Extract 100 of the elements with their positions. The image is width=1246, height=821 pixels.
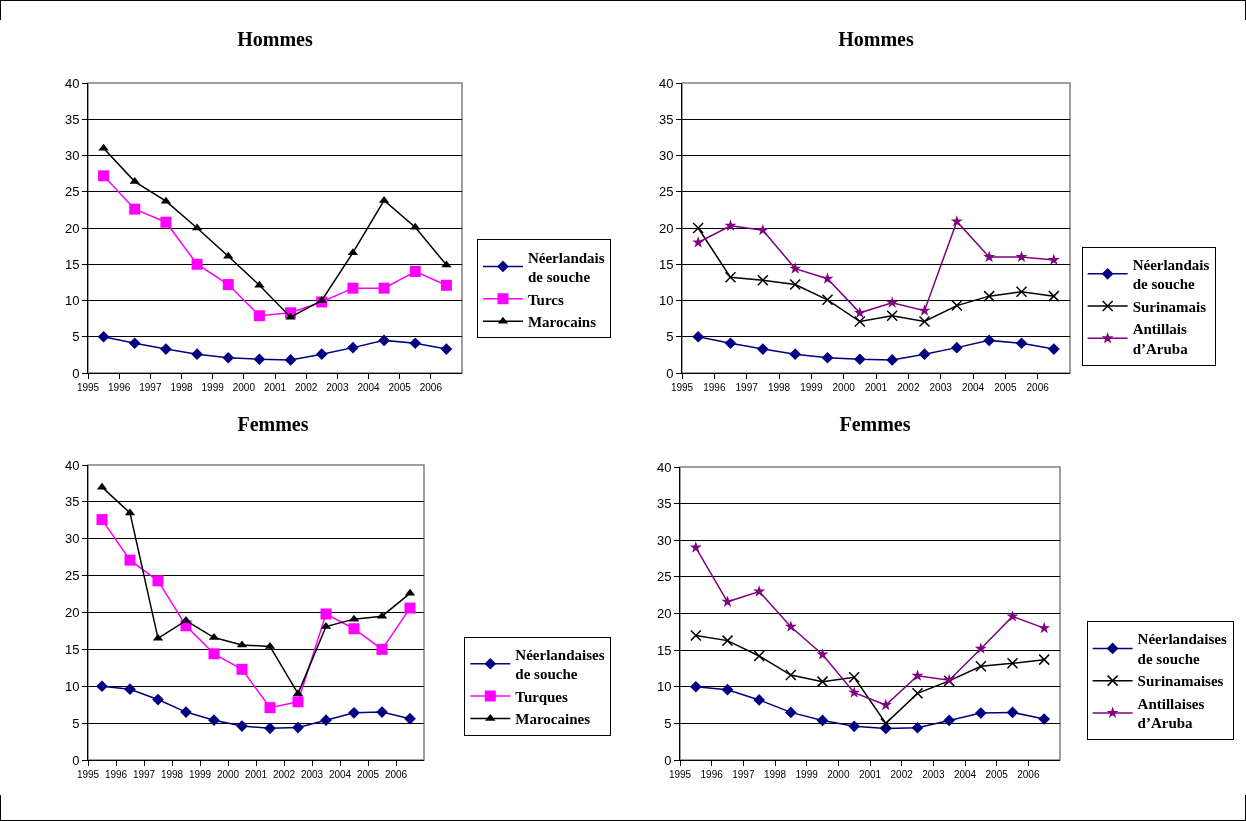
x-tick-label: 2004 [953, 769, 977, 780]
x-tick-label: 1999 [188, 769, 212, 780]
point [911, 721, 924, 734]
point [409, 266, 421, 277]
point [348, 706, 360, 719]
x-tick-label: 1998 [767, 382, 791, 393]
point [886, 309, 898, 322]
y-tick-label: 35 [658, 111, 674, 127]
x-tick-label: 2001 [244, 769, 268, 780]
point [1015, 286, 1028, 298]
x-tick-label: 2001 [263, 382, 287, 393]
y-tick-label: 20 [656, 606, 672, 622]
legend-label: Néerlandaises de souche [515, 646, 605, 683]
x-tick-label: 2000 [827, 769, 850, 780]
point [264, 722, 276, 735]
point [124, 683, 136, 696]
point [404, 712, 416, 725]
point [320, 714, 332, 727]
point [208, 714, 220, 727]
point [208, 648, 220, 660]
point [223, 251, 234, 259]
point [98, 143, 109, 151]
point [222, 279, 234, 291]
point [848, 686, 861, 698]
point [284, 354, 297, 366]
x-tick-label: 2006 [384, 769, 408, 780]
x-tick-label: 1996 [108, 382, 131, 393]
x-tick-label: 2003 [326, 382, 349, 393]
x-tick-label: 2000 [832, 382, 856, 393]
point [348, 623, 360, 635]
x-tick-label: 2000 [232, 382, 256, 393]
y-tick-label: 5 [72, 715, 80, 731]
y-tick-label: 25 [64, 568, 80, 584]
point [1015, 250, 1028, 263]
point [98, 170, 110, 182]
x-tick-label: 2003 [922, 769, 945, 780]
chart-title: Hommes [237, 27, 313, 50]
point [1006, 706, 1019, 719]
legend-label: Marocains [527, 314, 597, 330]
point [886, 354, 899, 366]
y-tick-label: 10 [658, 293, 674, 309]
x-tick-label: 2004 [357, 382, 381, 393]
point [1006, 657, 1019, 670]
y-tick-label: 10 [656, 679, 672, 695]
point [911, 687, 924, 700]
point [1038, 713, 1051, 725]
x-tick-label: 2002 [272, 769, 296, 780]
x-tick-label: 1996 [703, 382, 726, 393]
point [253, 353, 266, 366]
x-tick-label: 2002 [295, 382, 318, 393]
x-tick-label: 1995 [668, 769, 692, 780]
point [785, 669, 797, 681]
y-tick-label: 15 [656, 642, 672, 658]
point [854, 315, 866, 328]
point [1038, 653, 1050, 666]
y-tick-label: 25 [64, 184, 80, 200]
x-tick-label: 1998 [763, 769, 787, 780]
point [753, 694, 766, 706]
x-tick-label: 1999 [201, 382, 225, 393]
point [784, 706, 797, 719]
point [160, 343, 172, 355]
point [724, 219, 737, 231]
x-tick-label: 2000 [216, 769, 240, 780]
x-tick-label: 1996 [700, 769, 724, 780]
x-tick-label: 1997 [132, 769, 156, 780]
legend-label: Néerlandais de souche [1132, 256, 1210, 293]
y-tick-label: 30 [658, 148, 674, 164]
point [96, 514, 108, 526]
point [816, 675, 829, 688]
x-tick-label: 1995 [670, 382, 694, 393]
point [816, 648, 829, 660]
y-tick-label: 30 [656, 532, 672, 548]
point [816, 714, 829, 727]
point [757, 274, 769, 286]
x-tick-label: 2006 [419, 382, 443, 393]
x-tick-label: 1999 [800, 382, 823, 393]
point [347, 341, 359, 354]
y-tick-label: 40 [64, 457, 80, 473]
point [853, 306, 866, 318]
x-tick-label: 2006 [1017, 769, 1040, 780]
point [692, 330, 705, 343]
point [404, 602, 416, 614]
y-tick-label: 35 [64, 494, 80, 510]
x-tick-label: 2005 [994, 382, 1017, 393]
point [1038, 621, 1051, 634]
point [378, 334, 390, 347]
point [848, 720, 861, 733]
y-tick-label: 15 [64, 256, 80, 272]
x-tick-label: 2001 [858, 769, 882, 780]
y-tick-label: 25 [656, 569, 672, 585]
x-tick-label: 1999 [795, 769, 819, 780]
point [441, 260, 452, 268]
point [721, 634, 734, 647]
y-tick-label: 0 [664, 752, 672, 768]
point [253, 310, 265, 322]
x-tick-label: 2005 [356, 769, 380, 780]
legend-label: Turques [515, 688, 569, 705]
point [347, 282, 359, 294]
y-tick-label: 35 [656, 496, 672, 512]
point [853, 353, 866, 366]
